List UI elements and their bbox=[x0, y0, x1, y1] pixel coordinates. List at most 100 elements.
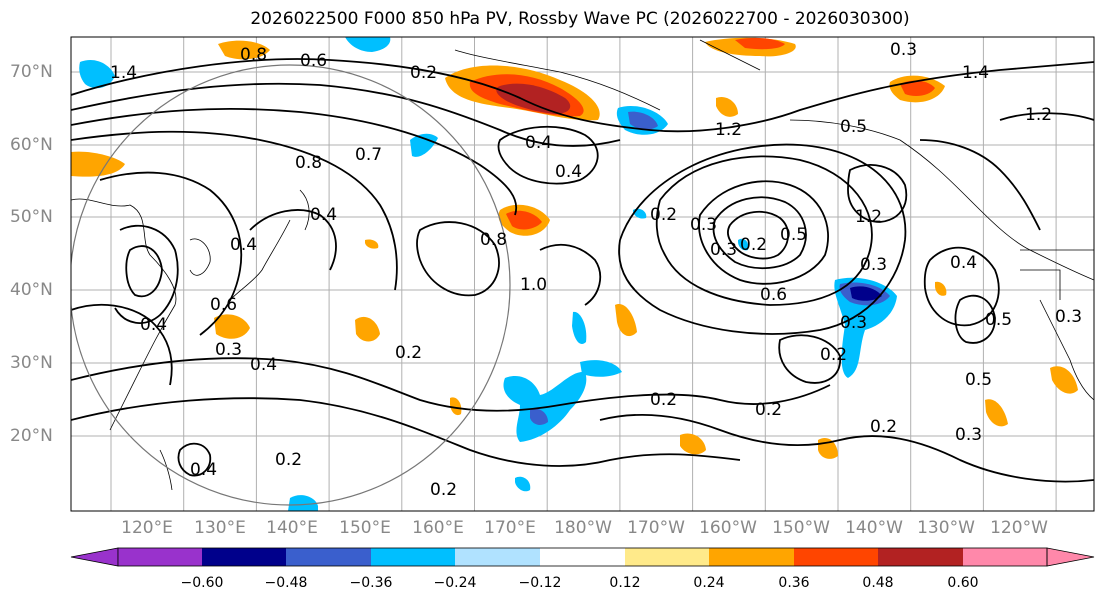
map-frame bbox=[70, 36, 1095, 512]
colorbar-segment bbox=[371, 548, 456, 566]
contour-label: 0.2 bbox=[740, 235, 767, 255]
contour-label: 0.8 bbox=[480, 230, 507, 250]
contour-label: 0.4 bbox=[310, 205, 337, 225]
colorbar-tick-label: 0.60 bbox=[947, 575, 979, 591]
colorbar-frame bbox=[117, 547, 1048, 567]
contour-label: 0.8 bbox=[240, 45, 267, 65]
shade-positive bbox=[355, 316, 380, 342]
lat-label: 30°N bbox=[10, 353, 53, 373]
contour-label: 0.3 bbox=[710, 240, 737, 260]
contour-label: 1.2 bbox=[1025, 105, 1052, 125]
lat-label: 60°N bbox=[10, 135, 53, 155]
colorbar-tick-label: −0.12 bbox=[518, 575, 562, 591]
coastlines bbox=[71, 39, 1094, 491]
shade-negative bbox=[345, 37, 391, 52]
shade-positive bbox=[900, 80, 935, 96]
colorbar-segment bbox=[202, 548, 287, 566]
pv-contours bbox=[71, 58, 1094, 483]
shade-positive bbox=[218, 40, 270, 60]
colorbar-tick-label: 0.36 bbox=[778, 575, 810, 591]
shade-positive bbox=[365, 239, 379, 249]
contour-label: 0.8 bbox=[295, 153, 322, 173]
shade-negative bbox=[628, 111, 658, 130]
contour-label: 0.3 bbox=[840, 313, 867, 333]
colorbar-segment bbox=[540, 548, 626, 566]
lon-label: 150°W bbox=[772, 518, 830, 538]
shade-negative bbox=[410, 133, 438, 157]
shade-positive bbox=[615, 304, 637, 337]
contour-label: 0.2 bbox=[395, 343, 422, 363]
colorbar-extend-low bbox=[70, 547, 119, 567]
lon-label: 180°W bbox=[554, 518, 612, 538]
lat-label: 40°N bbox=[10, 280, 53, 300]
shade-negative bbox=[288, 495, 318, 511]
contour-label: 0.5 bbox=[840, 117, 867, 137]
contour-label: 0.4 bbox=[250, 355, 277, 375]
contour-label: 1.4 bbox=[110, 63, 137, 83]
colorbar-segment bbox=[794, 548, 879, 566]
colorbar-tick-label: −0.24 bbox=[433, 575, 477, 591]
colorbar-segment bbox=[709, 548, 795, 566]
lat-label: 70°N bbox=[10, 62, 53, 82]
shade-positive bbox=[1050, 366, 1078, 394]
lon-label: 140°W bbox=[845, 518, 903, 538]
colorbar-segment bbox=[286, 548, 372, 566]
lon-label: 130°E bbox=[194, 518, 246, 538]
colorbar bbox=[70, 547, 1095, 567]
colorbar-tick-label: −0.48 bbox=[264, 575, 308, 591]
contour-label: 0.4 bbox=[140, 315, 167, 335]
contour-label: 0.3 bbox=[890, 40, 917, 60]
contour-label: 0.4 bbox=[230, 235, 257, 255]
contour-label: 0.3 bbox=[215, 340, 242, 360]
contour-label: 0.2 bbox=[650, 205, 677, 225]
contour-label: 0.4 bbox=[525, 133, 552, 153]
colorbar-segment bbox=[625, 548, 710, 566]
lon-label: 120°E bbox=[121, 518, 173, 538]
contour-label: 0.2 bbox=[410, 63, 437, 83]
contour-label: 0.2 bbox=[755, 400, 782, 420]
contour-label: 1.2 bbox=[855, 207, 882, 227]
shade-negative bbox=[834, 277, 897, 378]
contour-label: 0.2 bbox=[650, 390, 677, 410]
shade-positive bbox=[496, 83, 571, 114]
contour-label: 0.3 bbox=[690, 215, 717, 235]
lon-label: 160°W bbox=[699, 518, 757, 538]
colorbar-tick-label: 0.48 bbox=[862, 575, 894, 591]
lon-label: 150°E bbox=[339, 518, 391, 538]
contour-label: 0.6 bbox=[760, 285, 787, 305]
lon-label: 170°W bbox=[627, 518, 685, 538]
contour-label: 0.4 bbox=[190, 460, 217, 480]
contour-label: 0.5 bbox=[985, 310, 1012, 330]
shade-positive bbox=[935, 281, 947, 296]
shade-negative bbox=[530, 408, 548, 425]
contour-label: 0.2 bbox=[430, 480, 457, 500]
lon-label: 170°E bbox=[484, 518, 536, 538]
colorbar-tick-label: 0.24 bbox=[693, 575, 725, 591]
colorbar-segment bbox=[455, 548, 541, 566]
contour-label: 0.4 bbox=[555, 162, 582, 182]
lat-label: 50°N bbox=[10, 207, 53, 227]
shade-positive bbox=[985, 399, 1008, 427]
shade-positive bbox=[450, 397, 462, 416]
colorbar-tick-label: −0.36 bbox=[349, 575, 393, 591]
contour-label: 1.2 bbox=[715, 120, 742, 140]
shade-negative bbox=[633, 208, 647, 219]
shade-negative bbox=[580, 360, 622, 377]
colorbar-segment bbox=[963, 548, 1048, 566]
contour-label: 0.6 bbox=[210, 295, 237, 315]
shade-positive bbox=[214, 314, 250, 339]
contour-label: 0.2 bbox=[870, 417, 897, 437]
contour-label: 0.3 bbox=[1055, 307, 1082, 327]
lon-label: 120°W bbox=[990, 518, 1048, 538]
shade-positive bbox=[680, 433, 706, 455]
lon-label: 160°E bbox=[412, 518, 464, 538]
colorbar-segment bbox=[878, 548, 964, 566]
shade-positive bbox=[71, 151, 125, 177]
map-title: 2026022500 F000 850 hPa PV, Rossby Wave … bbox=[250, 9, 910, 29]
contour-label: 0.2 bbox=[275, 450, 302, 470]
lat-label: 20°N bbox=[10, 426, 53, 446]
contour-label: 0.7 bbox=[355, 145, 382, 165]
contour-label: 0.5 bbox=[780, 225, 807, 245]
contour-label: 0.6 bbox=[300, 51, 327, 71]
